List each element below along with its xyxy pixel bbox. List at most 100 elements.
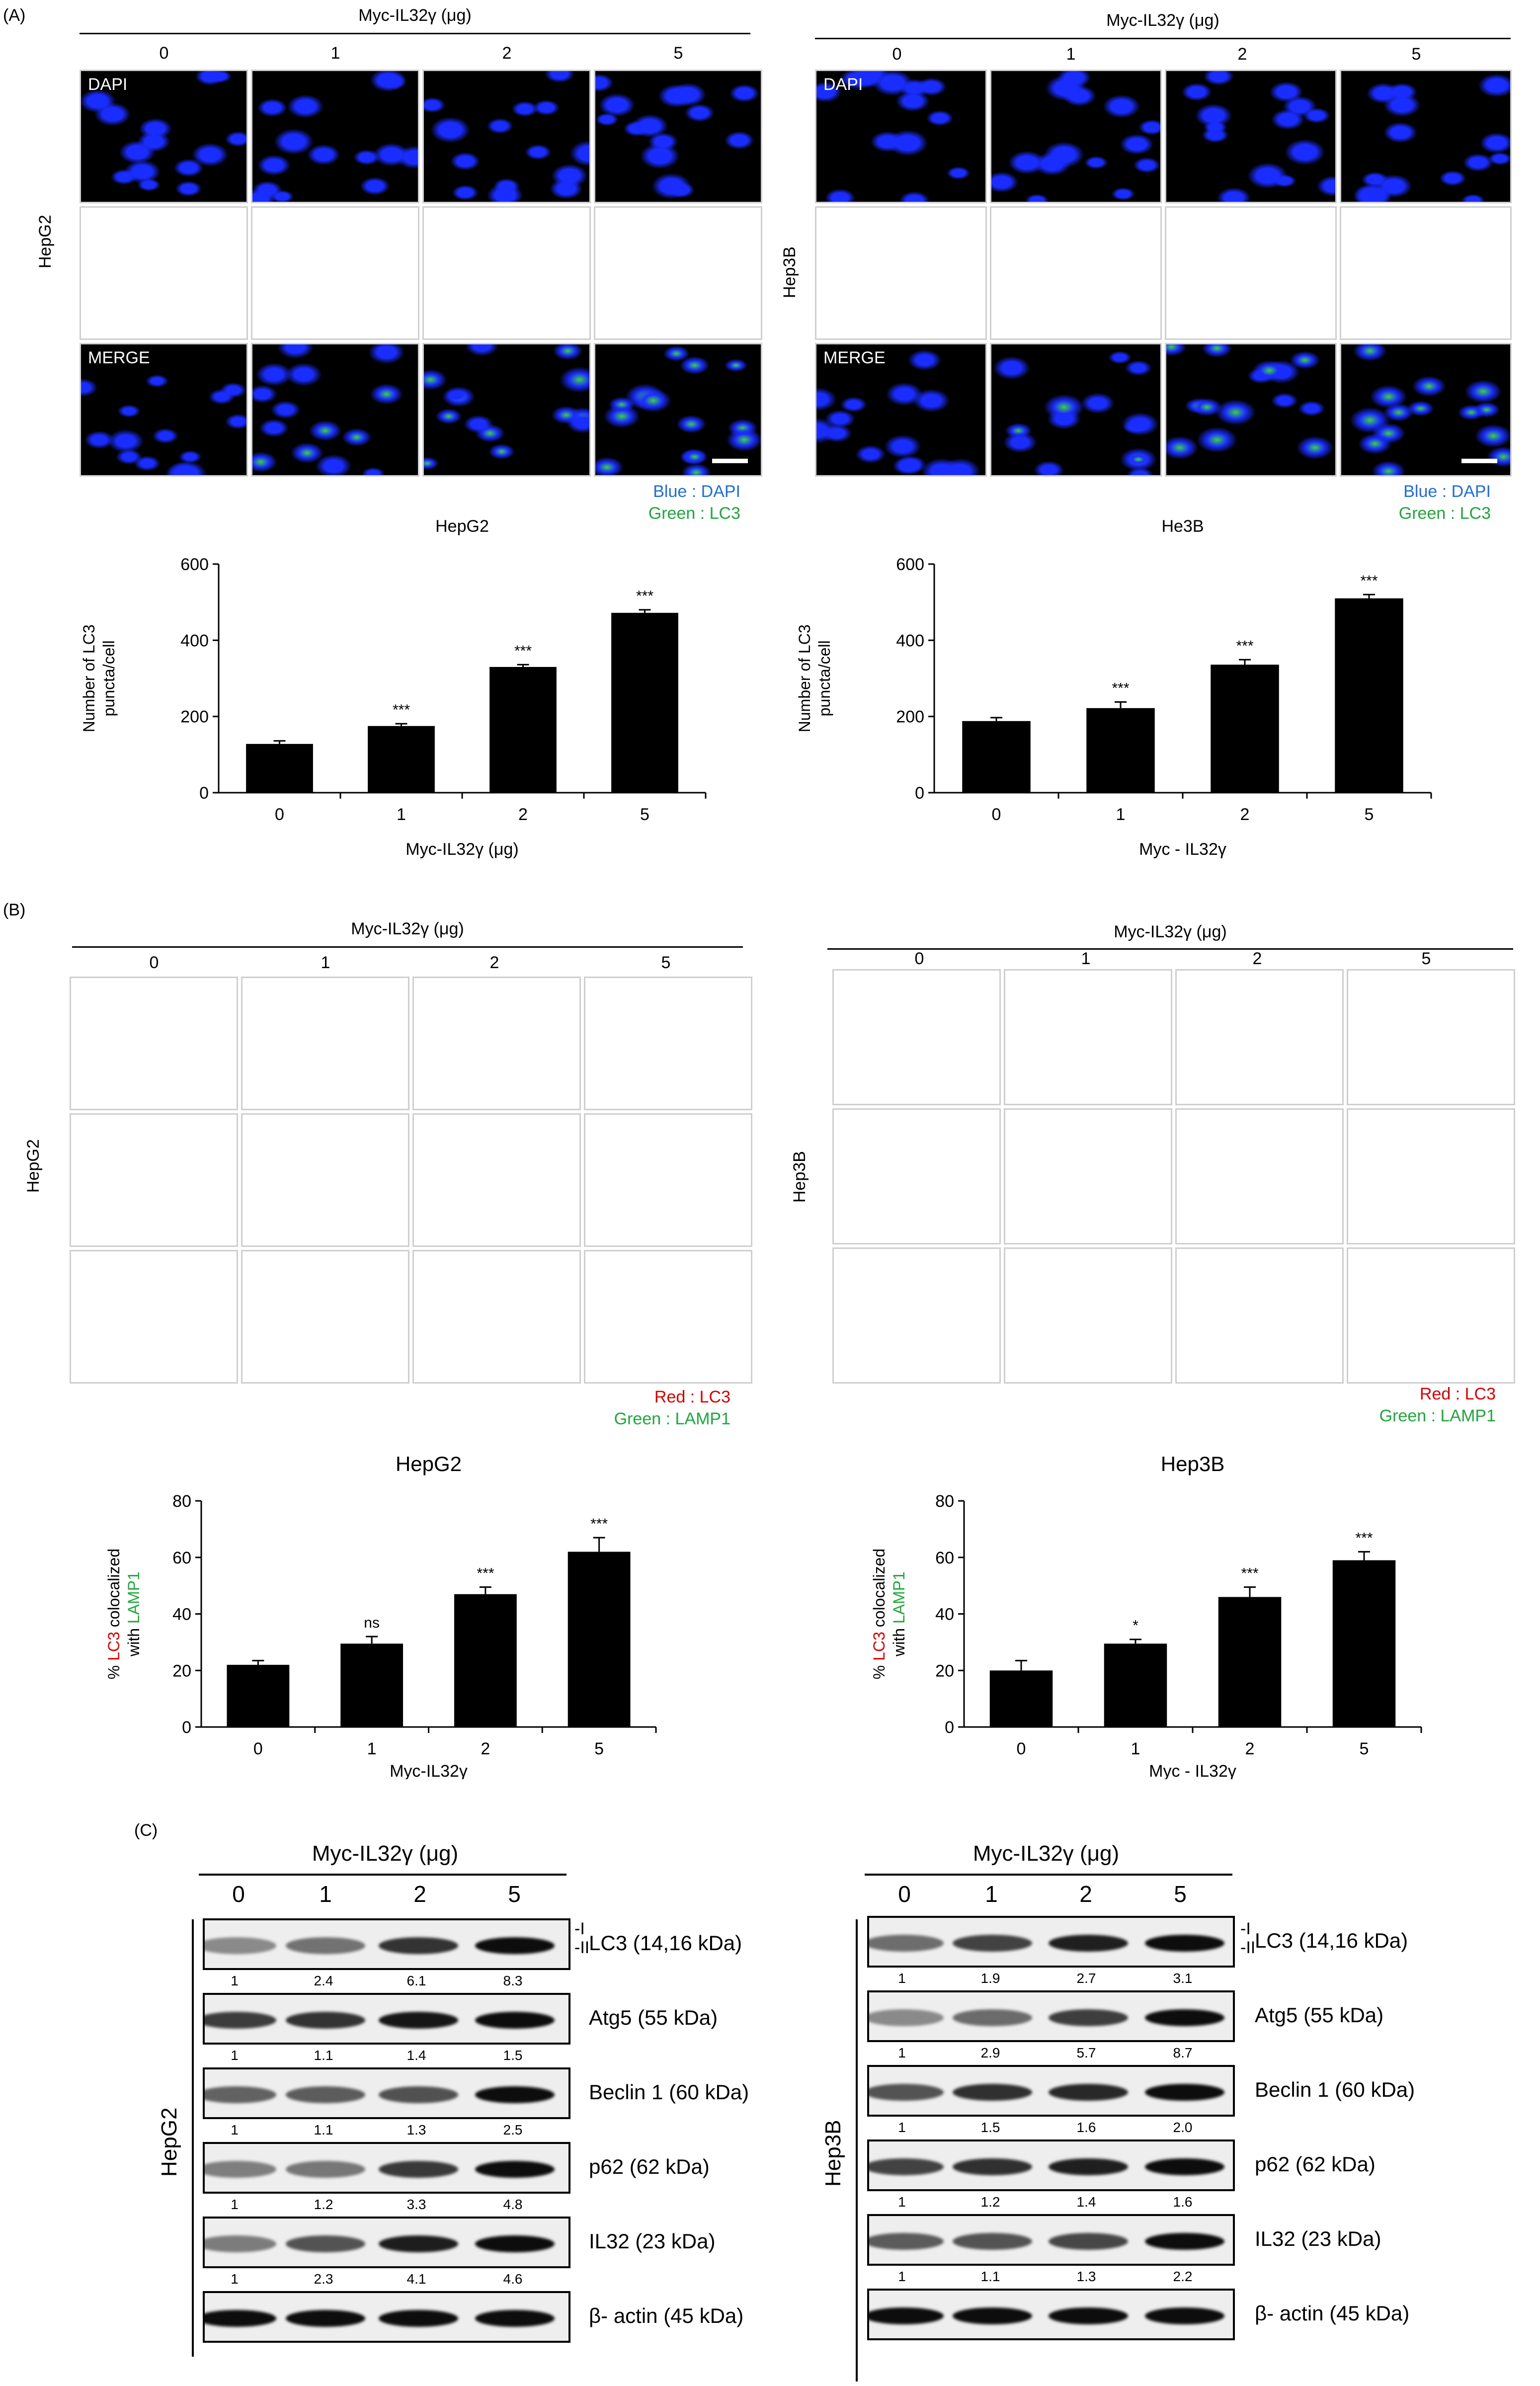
legend-green-a-hep3b: Green : LC3 <box>1398 504 1491 523</box>
dose-label: 2 <box>1079 1881 1092 1907</box>
significance-label: *** <box>393 702 410 718</box>
band-quantification: 1.2 <box>314 2197 333 2212</box>
protein-band <box>869 2307 944 2324</box>
micrograph-dapi-dose-1 <box>990 70 1162 203</box>
header-rule-b-hep3b <box>827 948 1513 950</box>
blot-protein-label: LC3 (14,16 kDa) <box>1255 1929 1408 1952</box>
dose-header-b-hepg2: Myc-IL32γ (μg) <box>351 919 464 938</box>
micrograph-lc3-dose-5 <box>1347 1108 1515 1244</box>
protein-band <box>1145 2084 1224 2101</box>
protein-band <box>379 2235 458 2252</box>
micrograph-merge-dose-1 <box>990 343 1162 477</box>
significance-label: *** <box>514 643 532 659</box>
blot-strip <box>867 1990 1235 2042</box>
y-tick-label: 60 <box>172 1549 191 1567</box>
protein-band <box>1049 2307 1128 2324</box>
micrograph-merge-dose-2 <box>1175 1247 1344 1384</box>
protein-band <box>286 2310 365 2327</box>
band-quantification: 1 <box>898 2120 906 2135</box>
micrograph-lc3-dose-1 <box>1004 1108 1172 1244</box>
band-quantification: 1.6 <box>1173 2194 1193 2210</box>
protein-band <box>953 2233 1032 2250</box>
y-axis-label: puncta/cell <box>815 641 833 717</box>
channel-label: LC3 <box>823 212 855 231</box>
x-tick-label: 2 <box>481 1739 490 1758</box>
dose-label: 5 <box>1421 949 1431 968</box>
micrograph-merge-dose-1 <box>1004 1247 1172 1384</box>
protein-band <box>1145 2307 1224 2324</box>
protein-band <box>286 1937 365 1954</box>
cell-line-label-c-hep3b: Hep3B <box>821 2120 845 2187</box>
y-tick-label: 0 <box>182 1718 191 1737</box>
y-tick-label: 200 <box>180 708 209 727</box>
protein-band <box>1145 1935 1224 1952</box>
protein-band <box>953 2307 1032 2324</box>
dose-label: 2 <box>502 44 512 63</box>
chart-title: He3B <box>1161 517 1204 536</box>
x-tick-label: 2 <box>1240 805 1250 824</box>
channel-label: LC3 <box>78 1119 109 1138</box>
micrograph-lc3-dose-0: LC3 <box>832 1108 1001 1244</box>
band-quantification: 1.9 <box>980 1971 1000 1986</box>
y-tick-label: 200 <box>896 708 924 727</box>
y-tick-label: 80 <box>935 1492 954 1511</box>
significance-label: *** <box>1236 638 1253 654</box>
micrograph-lc3-dose-2 <box>412 1113 581 1247</box>
micrograph-lamp1-dose-5 <box>1347 969 1515 1105</box>
band-quantification: 5.7 <box>1076 2045 1096 2060</box>
x-tick-label: 0 <box>1017 1739 1026 1758</box>
blot-protein-label: Atg5 (55 kDa) <box>589 2006 718 2029</box>
micrograph-lamp1-dose-2 <box>412 977 581 1110</box>
blot-strip <box>867 2289 1235 2340</box>
bar <box>1104 1644 1167 1727</box>
band-quantification: 8.7 <box>1173 2045 1193 2060</box>
lc3-form-i-hep3b: -I <box>1240 1919 1251 1938</box>
channel-label: LAMP1 <box>841 975 896 993</box>
x-axis-label: Myc - IL32γ <box>1139 840 1226 859</box>
micrograph-lc3-dose-0: LC3 <box>70 1113 238 1247</box>
micrograph-merge-dose-2 <box>412 1250 581 1384</box>
protein-band <box>475 2235 555 2252</box>
bar <box>611 613 678 793</box>
significance-label: *** <box>1355 1530 1373 1546</box>
protein-band <box>475 1937 555 1954</box>
micrograph-dapi-dose-2 <box>1165 70 1337 203</box>
channel-label: MERGE <box>78 1255 140 1274</box>
protein-band <box>205 2310 276 2327</box>
header-rule-c-hepg2 <box>199 1874 567 1876</box>
significance-label: *** <box>590 1516 608 1532</box>
y-tick-label: 600 <box>896 555 924 574</box>
bar <box>962 721 1031 793</box>
protein-band <box>286 2086 365 2103</box>
bar-chart-colocalization-hepg2: HepG2 0 20 40 60 80 0 1 ns 2 *** 5 *** Myc-IL32γ % LC3… <box>105 1452 657 1779</box>
micrograph-merge-dose-5 <box>584 1250 752 1384</box>
panel-label-c: (C) <box>134 1821 158 1840</box>
bar <box>1086 708 1155 793</box>
cell-line-label-a-hep3b: Hep3B <box>780 247 799 298</box>
protein-band <box>286 2235 365 2252</box>
micrograph-merge-dose-0: MERGE <box>80 343 248 477</box>
protein-band <box>379 2086 458 2103</box>
y-tick-label: 600 <box>180 555 209 574</box>
bar-chart-lc3-puncta-hepg2: HepG2 0 200 400 600 0 1 *** 2 *** 5 *** Myc-IL32γ (μ… <box>80 517 707 859</box>
band-quantification: 6.1 <box>406 1973 426 1988</box>
y-tick-label: 400 <box>896 631 924 650</box>
micrograph-merge-dose-0: MERGE <box>70 1250 238 1384</box>
y-tick-label: 20 <box>935 1661 954 1680</box>
y-tick-label: 80 <box>172 1492 191 1511</box>
channel-label: DAPI <box>88 75 128 94</box>
protein-band <box>475 2310 555 2327</box>
dose-header-a-hep3b: Myc-IL32γ (μg) <box>1106 11 1219 30</box>
micrograph-merge-dose-2 <box>1165 343 1337 477</box>
y-tick-label: 60 <box>935 1549 954 1567</box>
micrograph-lc3-dose-2 <box>1165 206 1337 340</box>
protein-band <box>475 2012 555 2029</box>
band-quantification: 1.3 <box>1076 2269 1096 2284</box>
dose-header-c-hepg2: Myc-IL32γ (μg) <box>312 1841 459 1866</box>
protein-band <box>1145 2233 1224 2250</box>
micrograph-lc3-dose-0: LC3 <box>815 206 987 340</box>
blot-protein-label: Atg5 (55 kDa) <box>1255 2003 1384 2027</box>
legend-green-b-hep3b: Green : LAMP1 <box>1379 1406 1496 1425</box>
micrograph-lc3-dose-1 <box>241 1113 409 1247</box>
dose-label: 0 <box>914 949 924 968</box>
